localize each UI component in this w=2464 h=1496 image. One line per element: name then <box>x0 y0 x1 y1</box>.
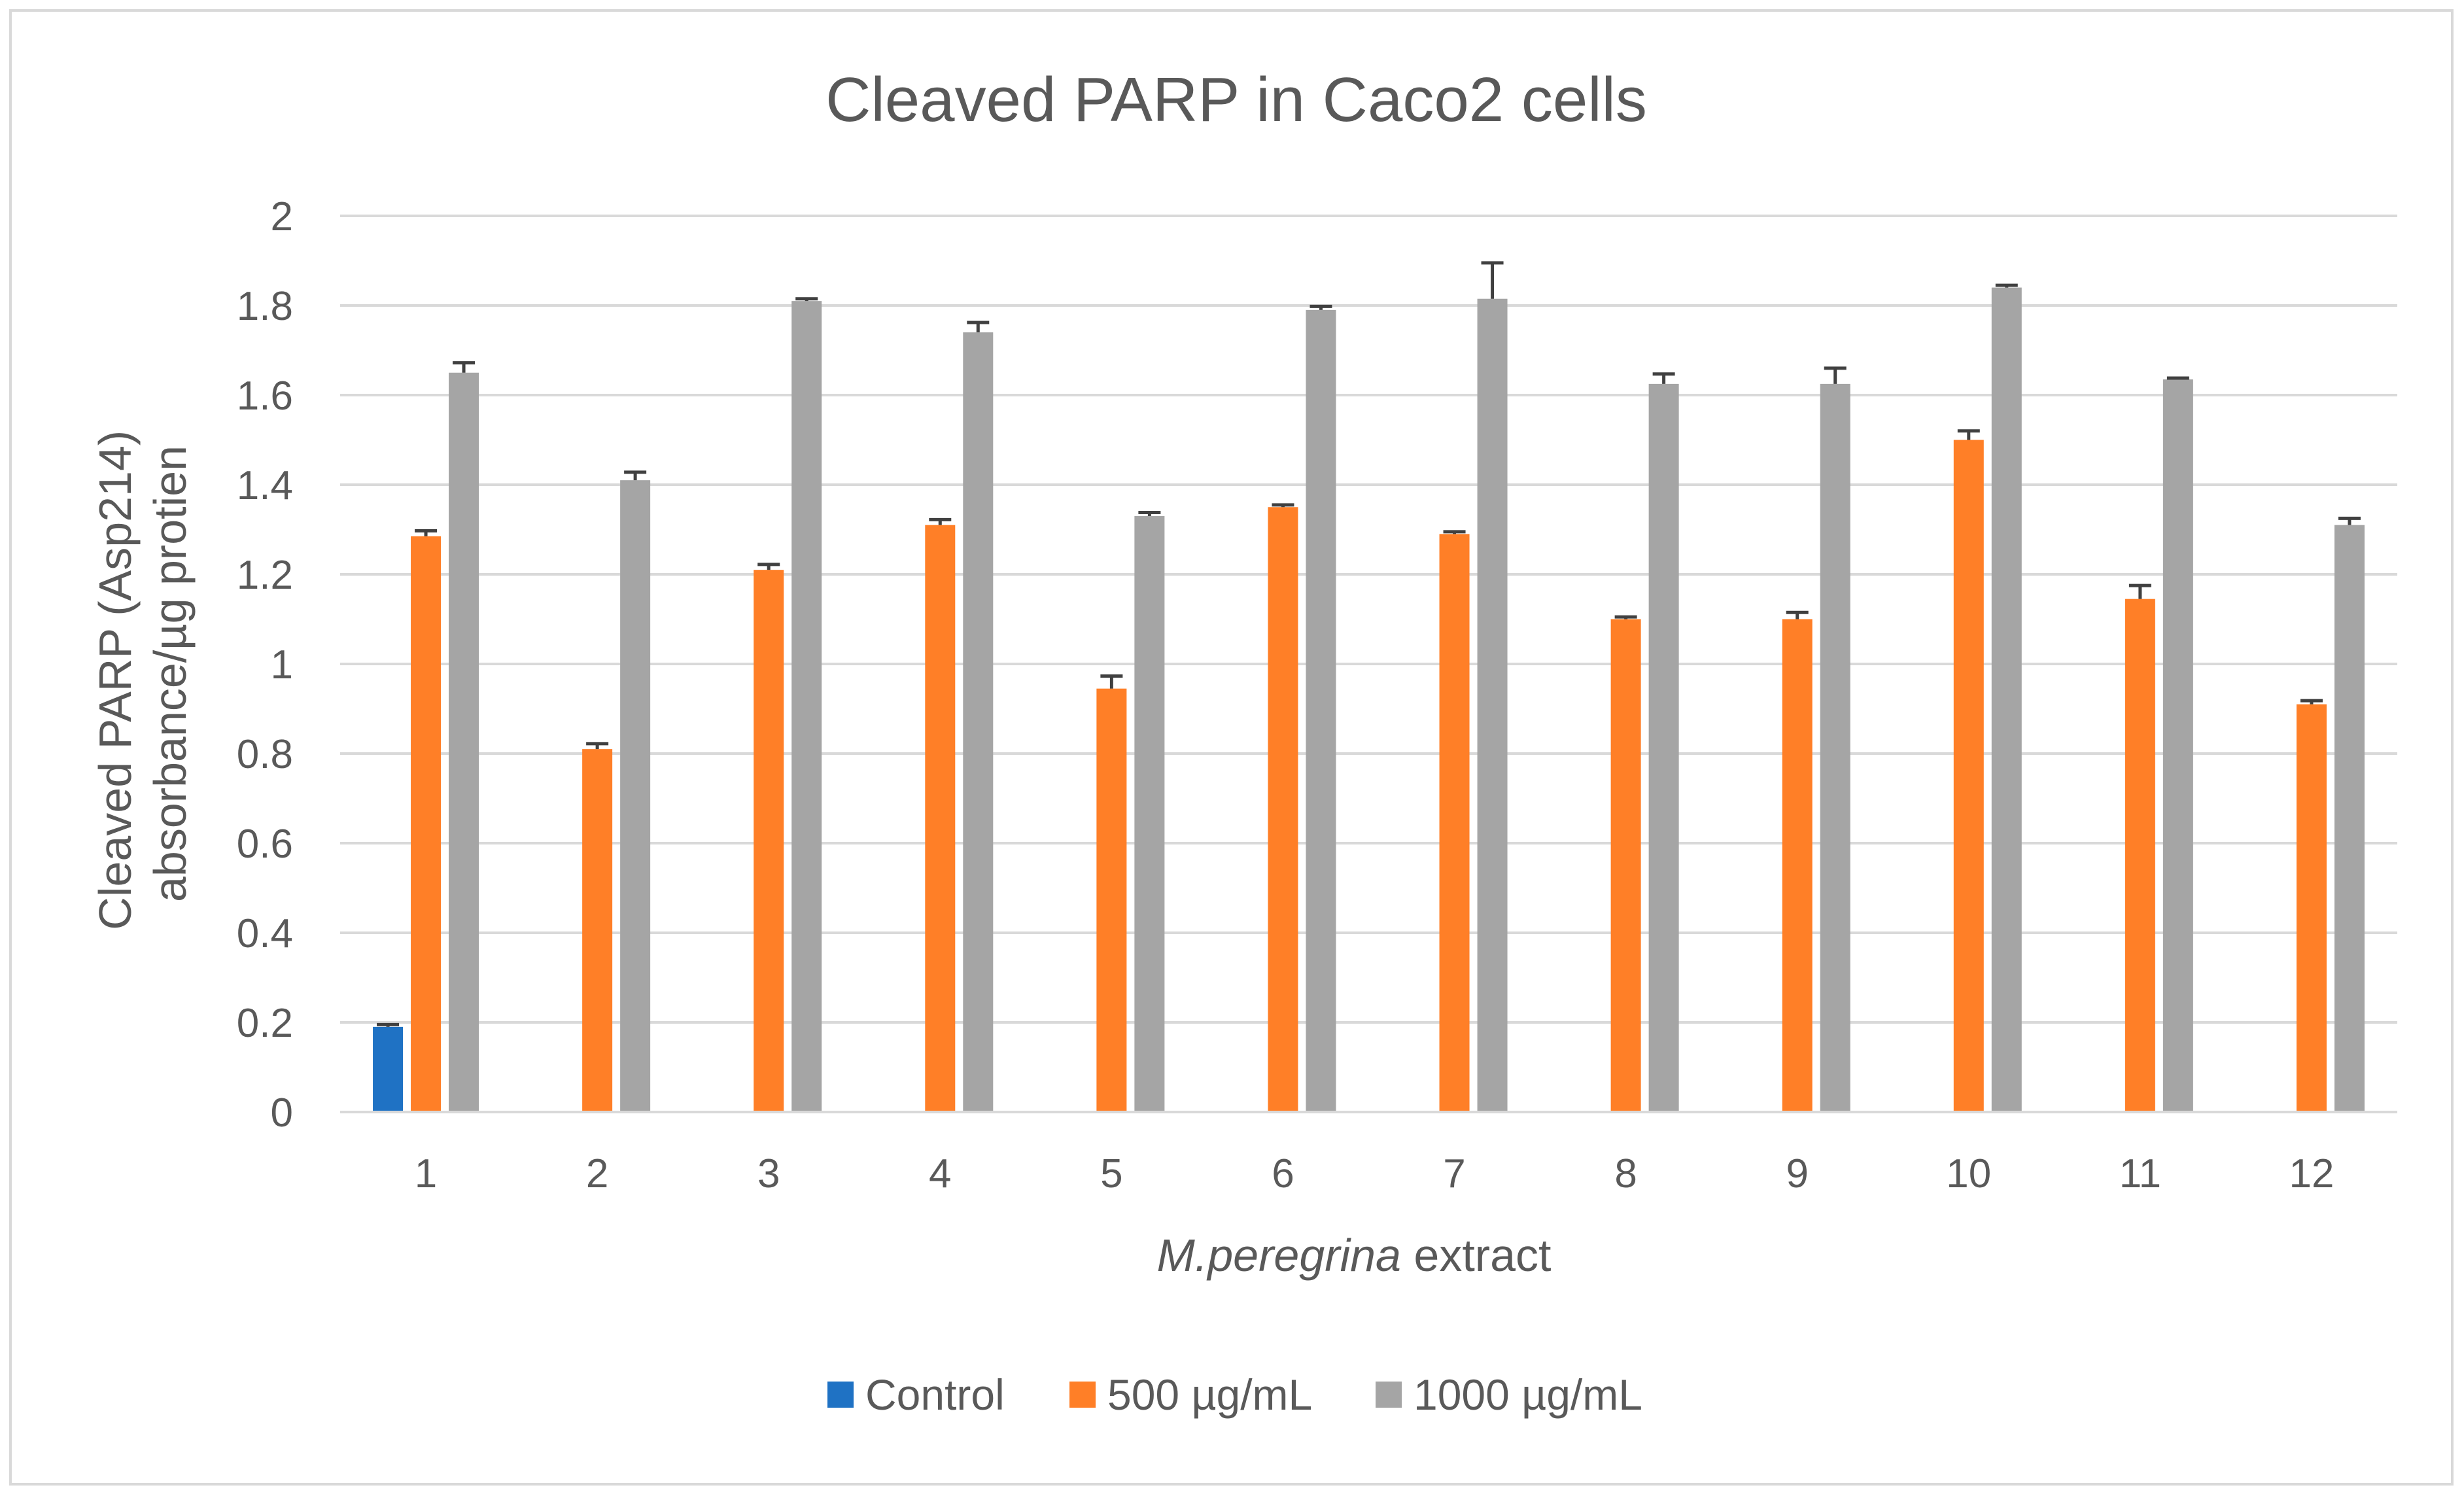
y-tick-label: 1.4 <box>237 463 293 508</box>
bars <box>373 287 2365 1113</box>
legend: Control 500 µg/mL 1000 µg/mL <box>827 1370 1642 1419</box>
y-tick-label: 1.6 <box>237 374 293 419</box>
bar-1000-cat-5 <box>1134 515 1165 1112</box>
bar-1000-cat-6 <box>1306 309 1336 1113</box>
x-tick-label: 5 <box>1100 1151 1122 1196</box>
bar-1000-cat-2 <box>620 480 651 1112</box>
y-tick-label: 1.2 <box>237 553 293 598</box>
x-tick-label: 7 <box>1443 1151 1465 1196</box>
bar-500-cat-5 <box>1096 688 1127 1112</box>
legend-swatch <box>1069 1382 1096 1408</box>
bar-1000-cat-1 <box>449 372 479 1112</box>
x-axis-label: M.peregrina extract <box>1156 1230 1551 1281</box>
y-tick-label: 0.2 <box>237 1001 293 1046</box>
x-tick-label: 4 <box>929 1151 951 1196</box>
bar-500-cat-4 <box>925 525 956 1112</box>
x-tick-label: 1 <box>415 1151 437 1196</box>
y-tick-label: 0 <box>271 1090 293 1136</box>
legend-label: 500 µg/mL <box>1107 1370 1312 1419</box>
x-tick-label: 9 <box>1786 1151 1808 1196</box>
bar-500-cat-10 <box>1953 440 1984 1112</box>
x-axis-label-rest: extract <box>1401 1230 1552 1281</box>
bar-500-cat-2 <box>582 749 613 1112</box>
bar-500-cat-7 <box>1439 534 1470 1112</box>
bar-1000-cat-9 <box>1820 383 1850 1112</box>
y-tick-label: 1.8 <box>237 284 293 329</box>
y-tick-label: 0.8 <box>237 732 293 777</box>
gridlines <box>340 215 2397 1024</box>
bar-1000-cat-4 <box>963 332 994 1113</box>
x-tick-label: 8 <box>1614 1151 1637 1196</box>
x-tick-label: 10 <box>1946 1151 1991 1196</box>
x-tick-label: 2 <box>586 1151 608 1196</box>
bar-500-cat-12 <box>2296 704 2327 1112</box>
bar-1000-cat-7 <box>1477 298 1508 1113</box>
y-axis-label: Cleaved PARP (Asp214) absorbance/µg prot… <box>90 417 196 930</box>
legend-label: Control <box>865 1370 1005 1419</box>
x-tick-label: 3 <box>757 1151 780 1196</box>
y-tick-label: 2 <box>271 194 293 239</box>
x-tick-label: 12 <box>2289 1151 2334 1196</box>
chart-title: Cleaved PARP in Caco2 cells <box>825 65 1647 135</box>
y-axis-label-line-2: absorbance/µg protien <box>145 445 196 902</box>
bar-500-cat-8 <box>1610 619 1641 1112</box>
legend-swatch <box>827 1382 854 1408</box>
bar-500-cat-9 <box>1782 619 1813 1112</box>
bar-500-cat-6 <box>1268 507 1298 1112</box>
x-tick-label: 11 <box>2119 1151 2161 1196</box>
x-axis-ticks: 1 2 3 4 5 6 7 8 9 10 11 12 <box>415 1151 2334 1196</box>
bar-500-cat-1 <box>411 536 442 1112</box>
y-axis-label-line-1: Cleaved PARP (Asp214) <box>90 430 141 930</box>
y-tick-label: 1 <box>271 642 293 687</box>
y-tick-label: 0.4 <box>237 911 293 956</box>
bar-control-cat-1 <box>373 1026 404 1112</box>
bar-500-cat-11 <box>2125 599 2155 1112</box>
y-tick-label: 0.6 <box>237 822 293 867</box>
x-tick-label: 6 <box>1272 1151 1294 1196</box>
bar-1000-cat-8 <box>1648 383 1679 1112</box>
legend-swatch <box>1376 1382 1402 1408</box>
y-axis-ticks: 0 0.2 0.4 0.6 0.8 1 1.2 1.4 1.6 1.8 2 <box>237 194 293 1136</box>
x-axis-label-italic: M.peregrina <box>1156 1230 1401 1281</box>
bar-1000-cat-10 <box>1991 287 2022 1113</box>
bar-1000-cat-12 <box>2334 525 2365 1112</box>
legend-label: 1000 µg/mL <box>1414 1370 1642 1419</box>
bar-500-cat-3 <box>754 570 784 1112</box>
bar-1000-cat-3 <box>791 301 822 1112</box>
bar-1000-cat-11 <box>2162 379 2193 1112</box>
error-bars <box>377 261 2361 1027</box>
